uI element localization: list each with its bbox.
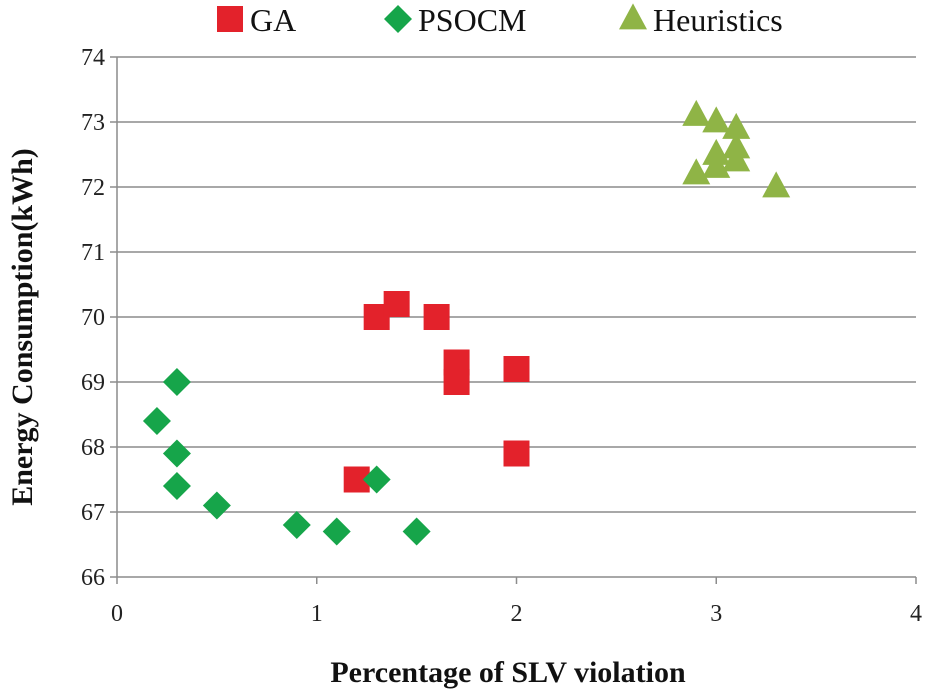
psocm-point xyxy=(322,517,351,546)
legend-item-psocm: PSOCM xyxy=(384,2,527,38)
y-tick-label: 72 xyxy=(81,175,105,201)
heuristics-point xyxy=(762,171,791,198)
x-tick-label: 0 xyxy=(111,601,123,627)
psocm-point xyxy=(162,439,191,468)
legend-item-heuristics: Heuristics xyxy=(619,2,783,38)
legend: GA PSOCM Heuristics xyxy=(217,2,783,38)
x-tick-label: 3 xyxy=(710,601,722,627)
axes xyxy=(110,56,917,584)
y-tick-label: 68 xyxy=(81,435,105,461)
legend-label-ga: GA xyxy=(250,2,296,38)
psocm-point xyxy=(362,465,391,494)
heuristics-point xyxy=(722,112,751,139)
ga-point xyxy=(503,440,530,467)
legend-label-psocm: PSOCM xyxy=(418,2,527,38)
legend-marker-ga xyxy=(217,6,243,32)
x-tick-label: 2 xyxy=(511,601,523,627)
ga-point xyxy=(443,369,470,395)
y-tick-label: 71 xyxy=(81,240,105,266)
psocm-point xyxy=(162,368,191,396)
y-tick-label: 74 xyxy=(81,45,105,71)
heuristics-point xyxy=(722,145,751,172)
x-tick-label: 1 xyxy=(311,601,323,627)
y-tick-label: 66 xyxy=(81,565,105,591)
y-tick-label: 70 xyxy=(81,305,105,331)
psocm-point xyxy=(402,517,431,546)
ga-point xyxy=(383,291,410,317)
heuristics-point xyxy=(682,99,711,126)
y-tick-label: 67 xyxy=(81,500,105,526)
legend-item-ga: GA xyxy=(217,2,296,38)
y-tick-labels: 66 67 68 69 70 71 72 73 74 xyxy=(81,45,105,591)
x-tick-label: 4 xyxy=(910,601,922,627)
ga-point xyxy=(423,304,450,330)
heuristics-point xyxy=(682,158,711,185)
legend-marker-heuristics xyxy=(619,3,647,30)
psocm-point xyxy=(202,491,231,520)
y-tick-label: 73 xyxy=(81,110,105,136)
x-tick-labels: 0 1 2 3 4 xyxy=(111,601,922,627)
psocm-point xyxy=(142,407,171,435)
heuristics-point xyxy=(702,106,731,133)
y-axis-title: Energy Consumption(kWh) xyxy=(6,148,39,506)
legend-label-heuristics: Heuristics xyxy=(653,2,783,38)
y-tick-label: 69 xyxy=(81,370,105,396)
ga-point xyxy=(503,356,530,382)
psocm-point xyxy=(162,472,191,500)
psocm-point xyxy=(282,511,311,539)
legend-marker-psocm xyxy=(384,5,412,33)
data-points xyxy=(142,99,791,546)
x-axis-title: Percentage of SLV violation xyxy=(330,656,686,689)
